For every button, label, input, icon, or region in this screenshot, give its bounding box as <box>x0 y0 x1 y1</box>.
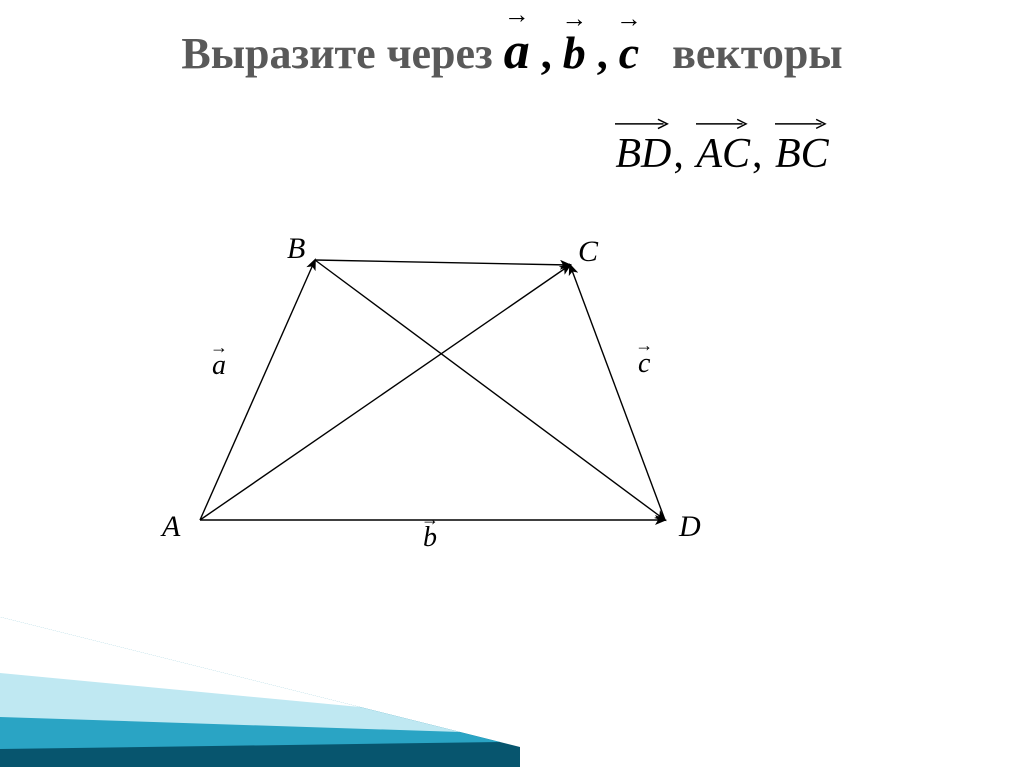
side-vector-label: →c <box>638 348 650 380</box>
title-var-c: → c <box>619 26 639 79</box>
vertex-label: C <box>578 235 598 269</box>
side-vector-label: →a <box>212 350 226 382</box>
arrow-over-icon: → <box>421 510 439 528</box>
diagram-edge <box>315 260 570 265</box>
arrow-over-icon: → <box>616 6 642 32</box>
title-suffix <box>650 29 672 78</box>
title-var-b: → b <box>563 26 586 79</box>
target-vector: BD <box>615 130 671 178</box>
target-vector: AC <box>696 130 750 178</box>
vertex-label: A <box>162 510 180 544</box>
slide-title: Выразите через → a , → b , → c векторы <box>0 22 1024 81</box>
target-vector-label: BD <box>615 131 671 177</box>
arrow-over-icon: → <box>210 338 228 356</box>
arrow-over-icon: → <box>561 6 587 32</box>
diagram-edge <box>200 265 570 520</box>
target-vectors: BD , AC , BC <box>0 130 1024 178</box>
vertex-label: D <box>679 510 701 544</box>
target-vector-label: AC <box>696 131 750 177</box>
decorative-wedge <box>0 617 520 767</box>
comma: , <box>541 29 552 78</box>
arrow-over-icon: → <box>635 336 653 354</box>
comma: , <box>597 29 619 78</box>
side-vector-label: →b <box>423 522 437 554</box>
long-arrow-icon <box>696 116 750 130</box>
comma: , <box>752 131 773 177</box>
arrow-over-icon: → <box>504 2 530 28</box>
long-arrow-icon <box>615 116 671 130</box>
title-prefix: Выразите через <box>181 29 492 78</box>
comma: , <box>673 131 694 177</box>
diagram-edge <box>570 265 665 520</box>
diagram-svg <box>140 220 760 580</box>
title-suffix-text: векторы <box>672 29 843 78</box>
vertex-label: B <box>287 232 305 266</box>
title-var-a: → a <box>504 22 530 81</box>
target-vector: BC <box>775 130 829 178</box>
long-arrow-icon <box>775 116 829 130</box>
target-vector-label: BC <box>775 131 829 177</box>
trapezoid-diagram: A B C D →a →c →b <box>140 220 760 580</box>
diagram-edge <box>315 260 665 520</box>
